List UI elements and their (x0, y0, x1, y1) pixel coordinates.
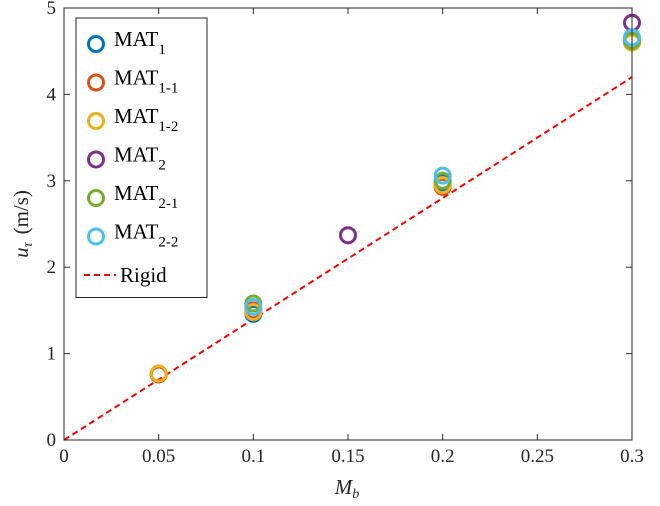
legend-label-mat-1: MAT1 (114, 27, 166, 58)
legend-label-mat-2-2: MAT2-2 (114, 220, 178, 251)
legend-marker-mat-1 (87, 35, 105, 53)
axes: 0 0.05 0.1 0.15 0.2 0.25 0.3 0 1 2 3 4 5 (47, 0, 644, 467)
legend-label-mat-1-1: MAT1-1 (114, 66, 178, 97)
x-tick-label: 0.25 (521, 446, 554, 467)
marker-mat-2-2-0 (244, 297, 263, 316)
x-axis-label: Mb (334, 475, 360, 502)
legend-marker-mat-2-1 (87, 189, 105, 207)
legend-label-mat-2: MAT2 (114, 143, 166, 174)
x-tick-label: 0.15 (331, 446, 364, 467)
y-tick-label: 5 (47, 0, 57, 19)
y-tick-label: 2 (47, 257, 57, 278)
x-tick-label: 0.1 (241, 446, 265, 467)
legend-label-mat-2-1: MAT2-1 (114, 181, 178, 212)
y-tick-label: 1 (47, 344, 57, 365)
legend-marker-mat-2-2 (87, 227, 105, 246)
x-tick-label: 0.2 (431, 446, 455, 467)
legend-marker-mat-1-2 (87, 112, 105, 130)
x-tick-label: 0 (59, 446, 69, 467)
marker-mat-1-2-0 (149, 364, 168, 383)
legend-label-mat-1-2: MAT1-2 (114, 104, 178, 135)
y-tick-label: 3 (47, 171, 57, 192)
y-tick-label: 4 (47, 84, 57, 105)
marker-mat-2-0 (339, 226, 357, 245)
x-axis-label-subscript: b (352, 487, 359, 502)
y-axis-label-unit: (m/s) (9, 190, 33, 234)
y-tick-label: 0 (47, 430, 57, 451)
x-tick-label: 0.05 (142, 446, 175, 467)
y-axis-label-subscript: τ (21, 241, 36, 247)
marker-mat-2-1-1 (433, 171, 452, 190)
y-axis-label: uτ(m/s) (9, 190, 36, 258)
marker-mat-2-2-1 (433, 166, 452, 185)
legend-marker-mat-1-1 (87, 73, 105, 92)
legend-label-rigid: Rigid (120, 263, 167, 287)
marker-mat-1-2-1 (244, 303, 263, 322)
legend-box (75, 17, 208, 298)
legend: MAT1 MAT1-1 MAT1-2 MAT2 MAT2-1 MAT2-2 Rigid (75, 17, 208, 298)
legend-marker-mat-2 (87, 150, 105, 169)
x-tick-label: 0.3 (620, 446, 644, 467)
